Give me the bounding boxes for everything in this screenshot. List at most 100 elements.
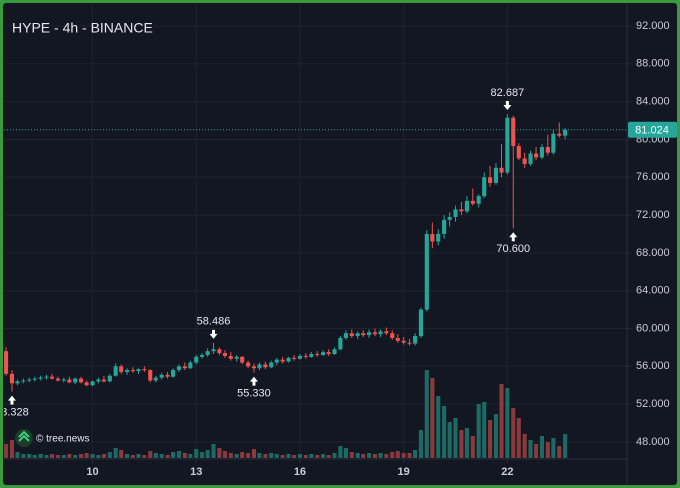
volume-bar <box>407 453 412 458</box>
volume-bar <box>528 440 533 458</box>
y-tick-label: 76.000 <box>636 171 670 183</box>
last-price-box <box>628 121 677 138</box>
volume-bar <box>413 450 418 458</box>
candle-body <box>246 362 251 367</box>
volume-bar <box>505 388 510 458</box>
candle-body <box>424 233 429 310</box>
volume-bar <box>171 452 176 458</box>
candle-body <box>407 342 412 344</box>
candle-body <box>67 379 72 383</box>
candle-body <box>361 333 366 336</box>
marker-label: 58.486 <box>197 316 231 328</box>
volume-bar <box>165 455 170 458</box>
marker-label: 55.330 <box>237 388 271 400</box>
volume-bar <box>107 452 112 458</box>
y-tick-label: 64.000 <box>636 285 670 297</box>
volume-bar <box>453 418 458 458</box>
volume-bar <box>499 384 504 458</box>
plot-area: 58.486 82.687 53.328 55.330 70.600 <box>4 87 627 458</box>
candle-body <box>73 378 78 383</box>
volume-bar <box>482 402 487 458</box>
candle-body <box>476 196 481 204</box>
candle-body <box>165 374 170 377</box>
candle-body <box>315 354 320 356</box>
marker-arrow <box>249 376 258 386</box>
volume-bar <box>476 404 481 458</box>
candle-body <box>153 377 158 381</box>
marker-label: 70.600 <box>496 243 530 255</box>
candle-body <box>228 355 233 359</box>
volume-bar <box>269 453 274 458</box>
volume-bar <box>96 455 101 458</box>
marker-arrow <box>509 232 518 242</box>
candle-body <box>274 359 279 363</box>
volume-bar <box>430 378 435 458</box>
candle-body <box>453 209 458 217</box>
marker-label: 82.687 <box>491 87 525 99</box>
volume-bar <box>557 446 562 458</box>
volume-bar <box>136 454 141 458</box>
volume-bar <box>442 406 447 458</box>
candle-body <box>27 379 32 381</box>
volume-bar <box>251 449 257 458</box>
watermark-logo <box>15 429 33 447</box>
candle-body <box>332 349 337 355</box>
candle-body <box>488 177 493 183</box>
candle-body <box>522 158 527 165</box>
chart-background <box>3 3 677 485</box>
volume-bar <box>228 453 233 458</box>
volume-bar <box>280 455 285 458</box>
candle-body <box>464 200 469 212</box>
candle-body <box>511 117 516 147</box>
volume-bar <box>286 454 291 458</box>
candle-body <box>534 153 539 158</box>
candle-body <box>200 354 205 357</box>
marker-arrow <box>503 101 512 111</box>
volume-bar <box>188 454 193 458</box>
candle-body <box>372 332 378 335</box>
volume-bar <box>27 454 32 458</box>
volume-bar <box>355 453 360 458</box>
watermark: © tree.news <box>15 429 90 447</box>
candle-body <box>390 333 395 338</box>
candle-body <box>413 336 418 344</box>
y-tick-label: 68.000 <box>636 247 670 259</box>
candle-body <box>499 167 504 173</box>
volume-bar <box>67 454 72 458</box>
candle-body <box>171 370 176 377</box>
volume-bar <box>563 434 568 458</box>
volume-bar <box>274 454 279 458</box>
candle-body <box>557 133 562 136</box>
volume-bar <box>338 446 343 458</box>
y-tick-label: 88.000 <box>636 58 670 70</box>
volume-bar <box>148 451 153 458</box>
y-tick-label: 84.000 <box>636 96 670 108</box>
candle-body <box>136 369 141 372</box>
candle-body <box>107 375 112 382</box>
volume-bar <box>384 454 389 458</box>
volume-bar <box>361 454 366 458</box>
candle-body <box>79 378 84 383</box>
candle-body <box>384 331 389 334</box>
candle-body <box>430 233 435 242</box>
volume-bar <box>142 455 147 458</box>
candle-body <box>61 379 66 381</box>
candle-body <box>442 219 447 234</box>
candle-body <box>326 352 331 355</box>
volume-bar <box>332 453 337 458</box>
candle-body <box>240 356 245 363</box>
candle-body <box>21 380 26 382</box>
volume-bar <box>9 440 15 458</box>
candle-body <box>222 353 227 356</box>
candle-body <box>148 370 153 381</box>
candle-body <box>563 129 568 136</box>
candle-body <box>194 356 199 363</box>
candle-body <box>101 379 106 382</box>
candle-body <box>176 366 181 371</box>
candle-body <box>338 337 343 350</box>
volume-bar <box>378 453 383 458</box>
volume-bar <box>49 454 55 458</box>
candle-body <box>395 337 400 341</box>
axes: 48.000 52.000 56.000 60.000 64.000 68.000 72.0… <box>86 20 677 478</box>
